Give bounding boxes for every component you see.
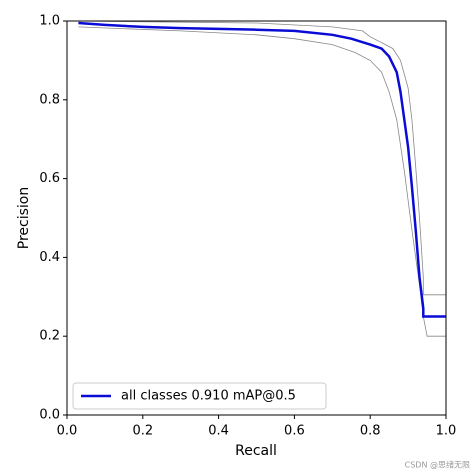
x-tick-label: 0.0: [57, 424, 78, 439]
x-tick-label: 0.8: [360, 424, 381, 439]
x-axis-label: Recall: [235, 443, 277, 459]
x-tick-label: 0.2: [132, 424, 153, 439]
pr-curve: [78, 26, 446, 337]
x-tick-label: 0.6: [284, 424, 305, 439]
y-tick-label: 0.0: [39, 408, 60, 423]
legend-label: all classes 0.910 mAP@0.5: [121, 389, 296, 404]
legend-box: [72, 382, 327, 410]
y-tick-label: 0.2: [39, 329, 60, 344]
pr-curve: [78, 20, 446, 296]
y-tick-label: 1.0: [39, 14, 60, 29]
y-tick-label: 0.6: [39, 171, 60, 186]
x-tick-label: 1.0: [436, 424, 457, 439]
y-tick-label: 0.8: [39, 92, 60, 107]
pr-curve: [78, 21, 446, 318]
x-tick-label: 0.4: [208, 424, 229, 439]
y-tick-label: 0.4: [39, 250, 60, 265]
y-axis-label: Precision: [16, 187, 32, 249]
watermark: CSDN @思绪无限: [405, 460, 470, 470]
plot-frame: [66, 20, 447, 416]
